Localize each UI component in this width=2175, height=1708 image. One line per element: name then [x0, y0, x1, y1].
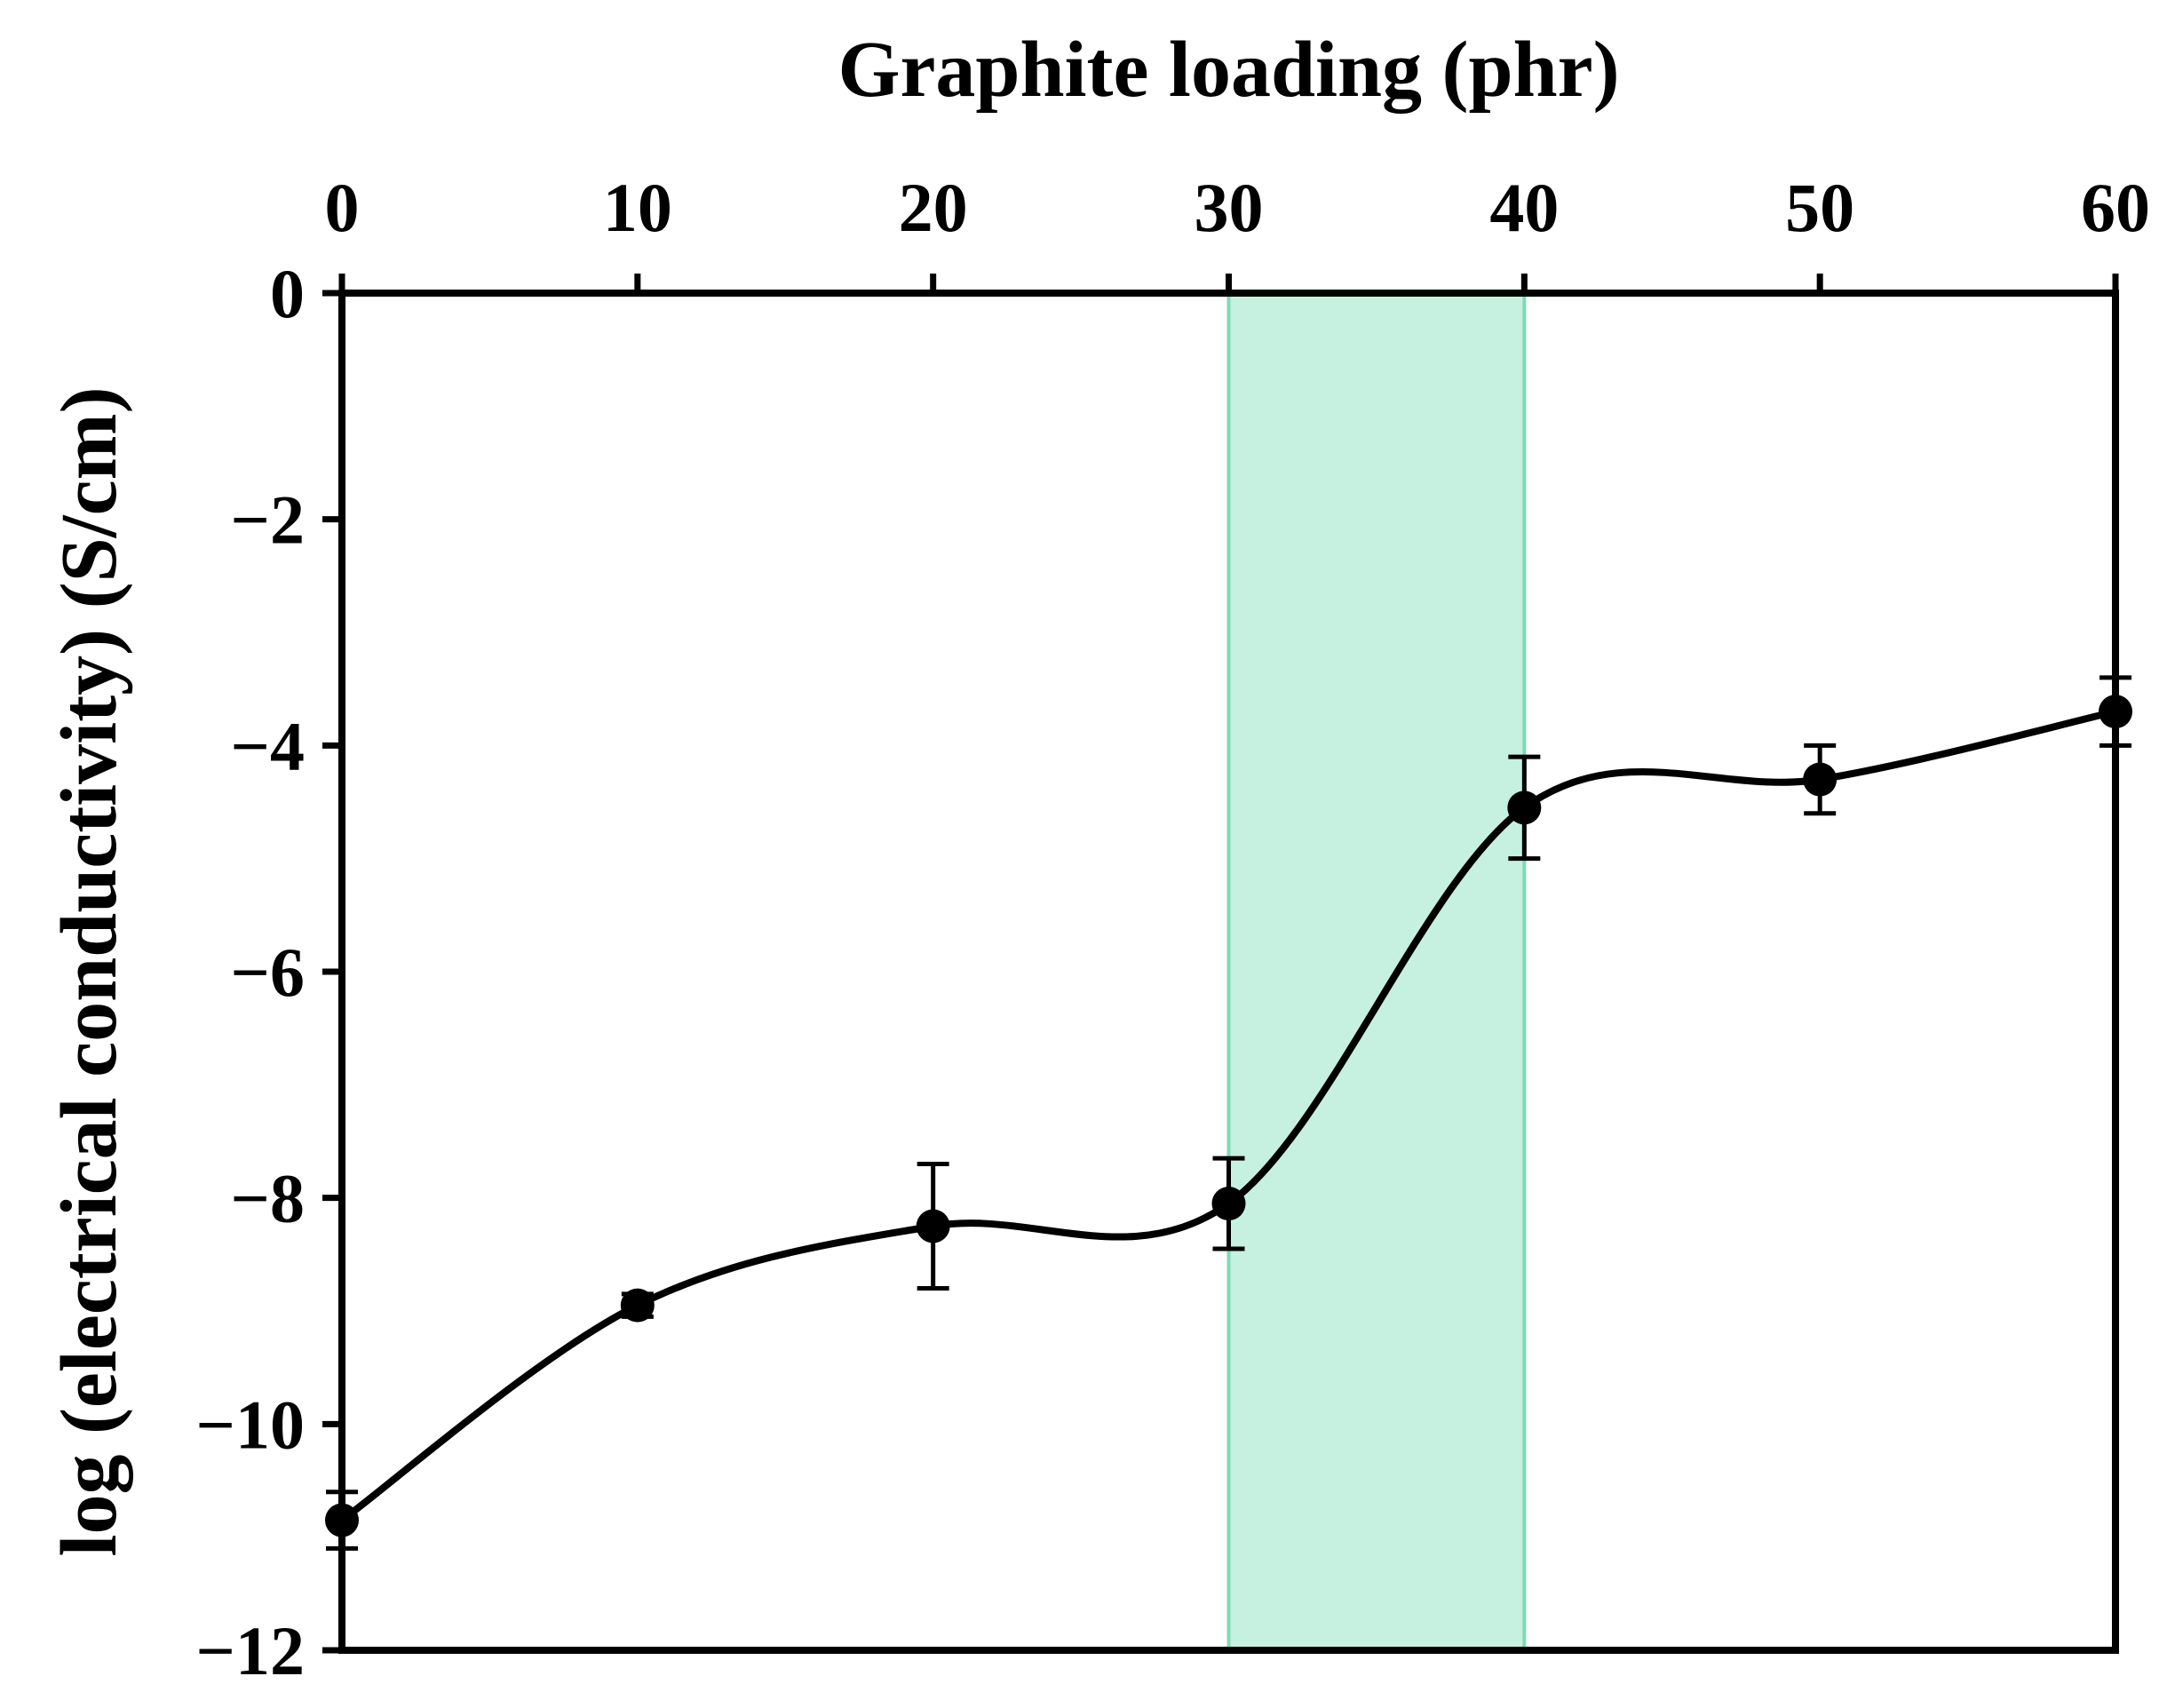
y-ticks: 0 −2 −4 −6 −8 −10 −12 [196, 255, 342, 1689]
y-tick-label: −2 [231, 481, 305, 559]
x-tick-label: 0 [325, 169, 360, 246]
series-layer [325, 675, 2132, 1551]
data-point [1211, 1187, 1246, 1221]
y-tick-label: 0 [270, 255, 305, 332]
data-point [1803, 762, 1838, 797]
y-tick-label: −8 [231, 1160, 305, 1237]
y-tick-label: −6 [231, 933, 305, 1011]
x-tick-label: 40 [1489, 169, 1559, 246]
highlight-band [1228, 293, 1525, 1650]
x-tick-label: 30 [1195, 169, 1264, 246]
data-point [1507, 790, 1542, 825]
x-axis-title: Graphite loading (phr) [837, 26, 1619, 114]
y-tick-label: −12 [196, 1612, 305, 1689]
highlight-layer [1226, 293, 1527, 1650]
x-tick-label: 50 [1785, 169, 1854, 246]
x-tick-label: 60 [2081, 169, 2150, 246]
x-tick-label: 10 [603, 169, 672, 246]
y-tick-label: −4 [231, 707, 305, 784]
y-tick-label: −10 [196, 1386, 305, 1463]
data-point [620, 1288, 655, 1323]
y-axis-title: log (electrical conductivity) (S/cm) [45, 386, 133, 1556]
data-point [916, 1209, 950, 1243]
x-tick-label: 20 [899, 169, 968, 246]
x-ticks: 0 10 20 30 40 50 60 [325, 169, 2150, 293]
